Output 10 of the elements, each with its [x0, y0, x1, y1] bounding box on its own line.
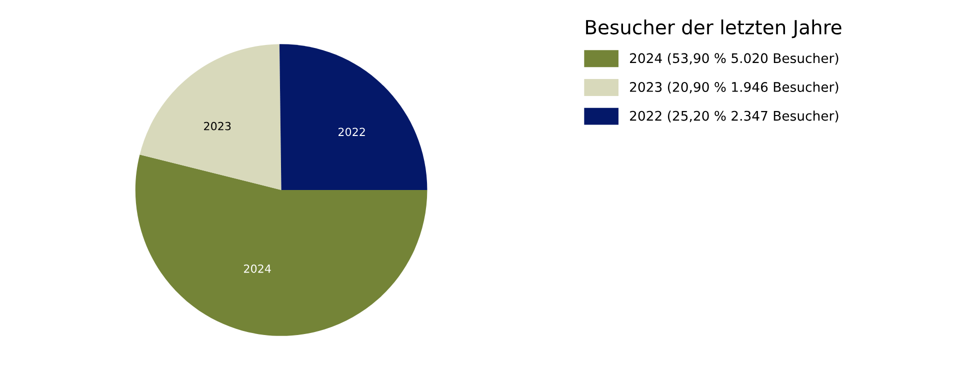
text: 2023: [204, 122, 231, 130]
text: 2022: [338, 128, 365, 136]
pie-slice: [140, 44, 282, 190]
text: 2024: [244, 264, 271, 273]
legend-title: Besucher der letzten Jahre: [586, 19, 842, 38]
pie-slice: [279, 44, 428, 190]
legend-label: 2023 (20,90 % 1.946 Besucher): [630, 82, 838, 94]
pie-slice: [135, 154, 428, 336]
legend-label: 2022 (25,20 % 2.347 Besucher): [630, 110, 838, 122]
legend-label: 2024 (53,90 % 5.020 Besucher): [630, 52, 838, 65]
